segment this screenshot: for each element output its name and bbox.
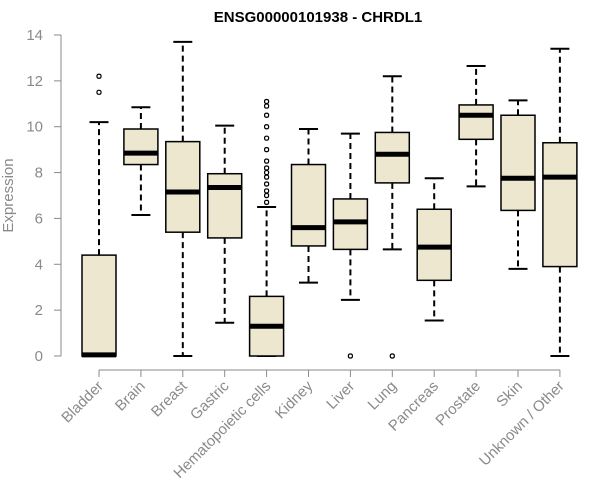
y-tick-label: 8	[35, 165, 43, 182]
y-axis: 0 2 4 6 8 10 12 14	[26, 27, 62, 365]
outlier-point	[264, 124, 270, 130]
outlier-point	[264, 147, 270, 153]
y-tick-label: 10	[26, 119, 43, 136]
box-hematopoietic-cells	[248, 98, 285, 357]
box-kidney	[290, 128, 327, 284]
x-tick-label: Kidney	[272, 377, 317, 422]
x-tick-label: Bladder	[58, 378, 107, 427]
box-pancreas	[416, 177, 452, 322]
y-tick-label: 0	[35, 348, 43, 365]
y-tick-label: 6	[35, 210, 43, 227]
iqr-box	[165, 140, 201, 233]
box-breast	[165, 40, 201, 357]
outlier-point	[264, 188, 270, 194]
outlier-point	[264, 192, 270, 199]
y-tick-label: 2	[35, 302, 43, 319]
iqr-box	[123, 128, 159, 166]
box-gastric	[206, 124, 243, 324]
iqr-box	[542, 142, 578, 268]
box-brain	[123, 106, 159, 216]
outlier-point	[96, 73, 102, 79]
iqr-box	[206, 172, 243, 239]
x-tick-label: Lung	[365, 378, 401, 414]
box-prostate	[458, 64, 494, 188]
iqr-box	[81, 254, 117, 357]
y-tick-label: 12	[26, 73, 43, 90]
outlier-point	[264, 174, 270, 180]
y-axis-label: Expression	[0, 158, 17, 232]
outlier-point	[96, 89, 102, 95]
boxes-group	[81, 40, 578, 359]
outlier-point	[264, 135, 270, 141]
x-tick-label: Breast	[148, 377, 191, 420]
x-tick-label: Skin	[493, 378, 526, 411]
x-tick-label: Brain	[112, 378, 149, 415]
y-tick-label: 4	[35, 256, 43, 273]
box-skin	[500, 99, 536, 270]
outlier-point	[264, 103, 270, 109]
y-tick-label: 14	[26, 27, 43, 44]
x-tick-label: Prostate	[432, 378, 484, 430]
box-liver	[332, 132, 369, 359]
outlier-point	[264, 112, 270, 118]
outlier-point	[264, 169, 270, 176]
box-bladder	[81, 73, 117, 358]
outlier-point	[264, 98, 270, 105]
outlier-point	[264, 165, 270, 171]
iqr-box	[500, 114, 536, 212]
outlier-point	[264, 199, 270, 205]
box-unknown-other	[542, 47, 578, 357]
chart-title: ENSG00000101938 - CHRDL1	[214, 9, 422, 26]
iqr-box	[374, 131, 411, 184]
outlier-point	[389, 353, 395, 359]
box-lung	[374, 75, 411, 359]
outlier-point	[347, 353, 353, 359]
outlier-point	[264, 158, 270, 164]
iqr-box	[290, 163, 327, 247]
iqr-box	[458, 104, 494, 141]
x-tick-label: Liver	[323, 378, 358, 413]
outlier-point	[264, 181, 270, 187]
